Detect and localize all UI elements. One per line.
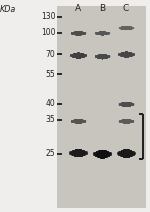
Text: A: A [75,4,81,13]
Text: 40: 40 [46,99,56,108]
Text: 55: 55 [46,70,56,79]
Text: 100: 100 [41,28,56,37]
Text: 70: 70 [46,50,56,59]
Text: B: B [99,4,105,13]
Text: 130: 130 [41,12,56,21]
Text: 35: 35 [46,115,56,124]
Text: C: C [123,4,129,13]
Text: 25: 25 [46,149,56,158]
Text: KDa: KDa [0,5,16,14]
Bar [57,6,146,208]
